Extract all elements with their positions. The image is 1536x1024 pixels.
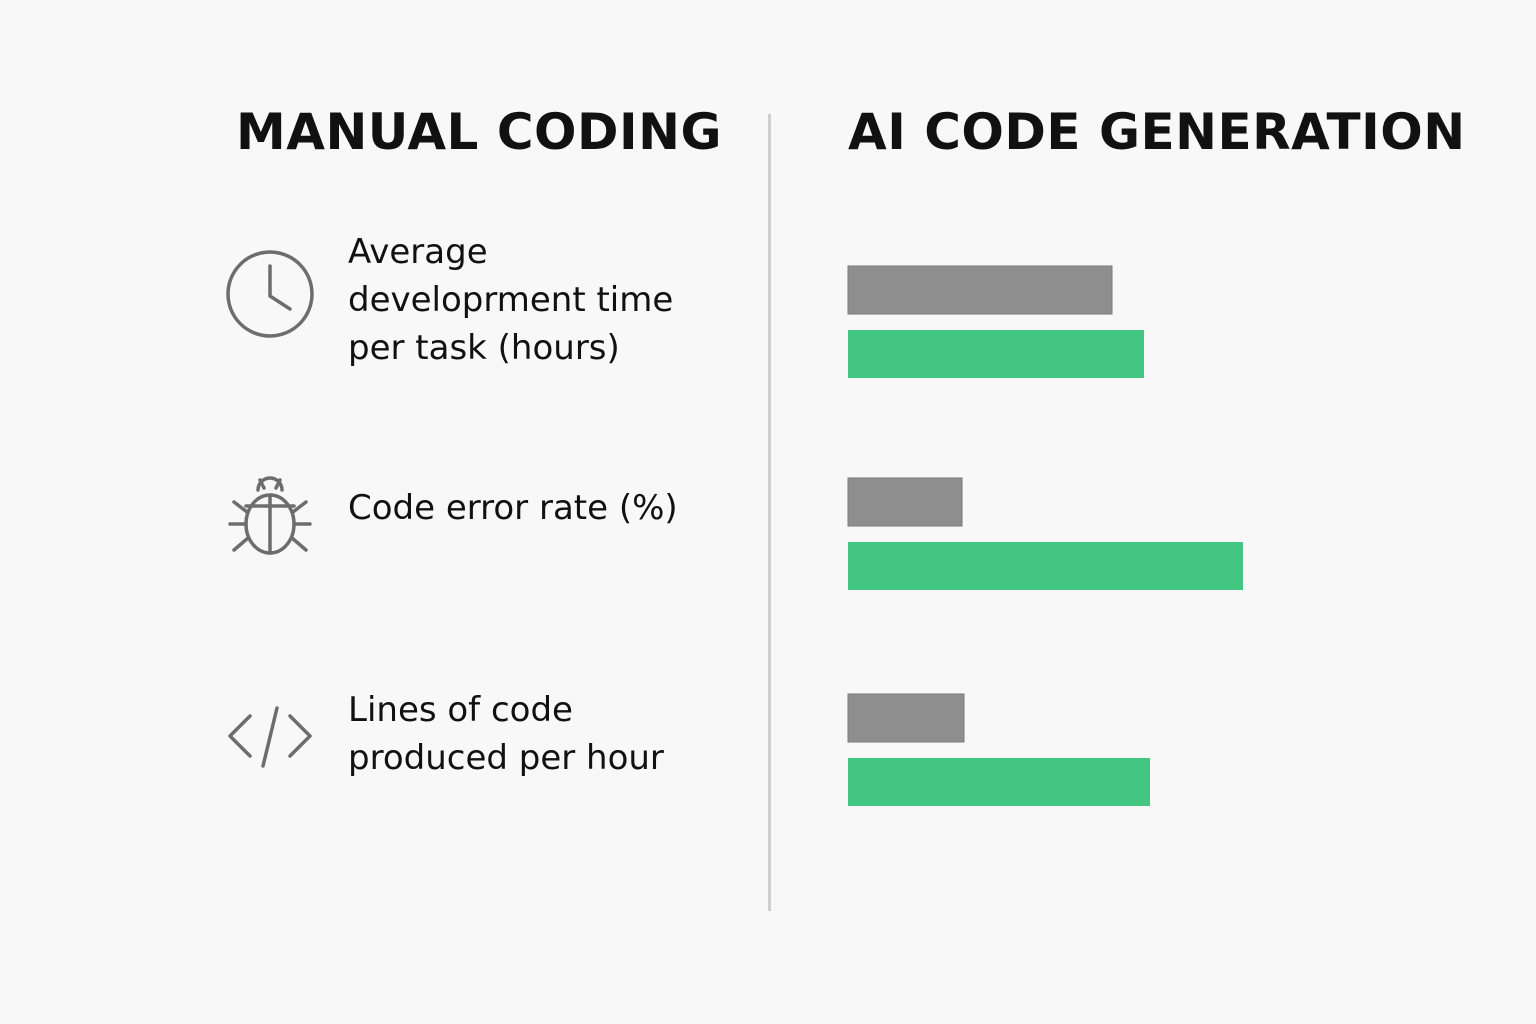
bar-manual-coding-3 bbox=[847, 693, 965, 743]
bug-icon bbox=[220, 466, 320, 566]
metric-label-error-rate: Code error rate (%) bbox=[348, 488, 678, 528]
metric-label-dev-time: Average developrment time per task (hour… bbox=[348, 232, 674, 368]
bar-ai-code-generation-2 bbox=[848, 542, 1243, 590]
manual-coding-heading: MANUAL CODING bbox=[236, 103, 723, 161]
ai-code-generation-heading: AI CODE GENERATION bbox=[848, 103, 1466, 161]
column-divider bbox=[768, 114, 771, 911]
bar-ai-code-generation-1 bbox=[848, 330, 1144, 378]
code-icon bbox=[220, 686, 320, 786]
clock-icon bbox=[220, 244, 320, 344]
metric-label-lines-of-code: Lines of code produced per hour bbox=[348, 690, 664, 778]
bar-manual-coding-2 bbox=[847, 477, 963, 527]
bar-manual-coding-1 bbox=[847, 265, 1113, 315]
bar-ai-code-generation-3 bbox=[848, 758, 1150, 806]
